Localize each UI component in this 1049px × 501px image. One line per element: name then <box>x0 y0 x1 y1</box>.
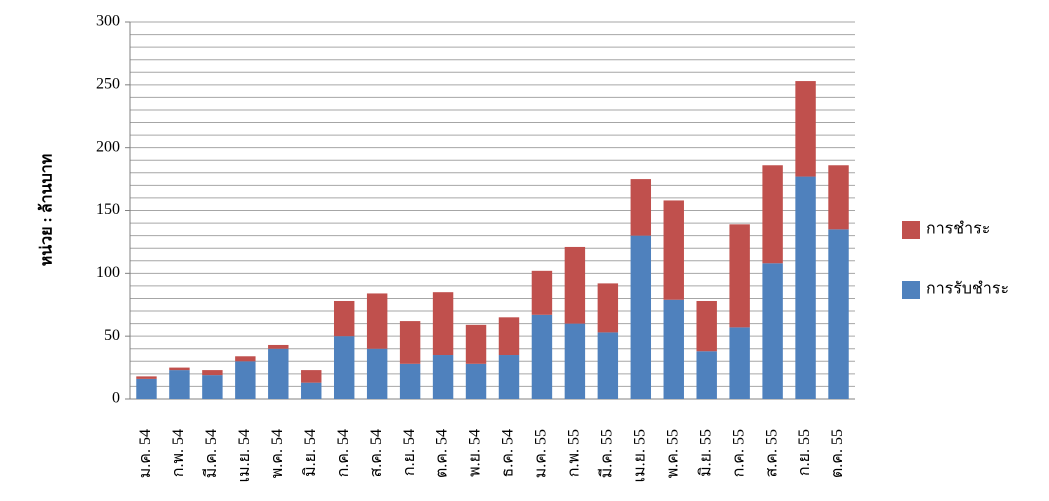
y-tick-label: 200 <box>96 138 120 155</box>
x-tick-label: มิ.ย. 55 <box>697 429 714 477</box>
x-tick-label: ม.ค. 54 <box>137 429 154 478</box>
bar-segment <box>663 299 684 399</box>
bar-segment <box>399 321 421 364</box>
bar-segment <box>301 382 322 399</box>
bar-segment <box>202 370 223 376</box>
x-tick-label: พ.ค. 54 <box>269 429 286 478</box>
bar-segment <box>630 235 652 399</box>
y-axis-label: หน่วย : ล้านบาท <box>38 154 56 267</box>
bar-segment <box>531 314 553 399</box>
y-tick-label: 150 <box>96 201 120 218</box>
y-tick-label: 50 <box>104 327 120 344</box>
bar-segment <box>663 200 684 300</box>
x-tick-label: ต.ค. 54 <box>434 429 451 478</box>
bar-segment <box>235 361 256 399</box>
y-tick-label: 300 <box>96 13 120 30</box>
x-tick-label: ก.ค. 55 <box>730 429 747 477</box>
x-tick-label: ส.ค. 55 <box>763 429 780 477</box>
bar-segment <box>564 246 586 324</box>
bar-segment <box>828 229 849 399</box>
x-tick-label: ก.พ. 55 <box>566 429 583 477</box>
x-tick-label: ก.ค. 54 <box>335 429 352 477</box>
bar-segment <box>366 348 388 399</box>
bar-segment <box>432 292 454 356</box>
bar-segment <box>729 327 750 399</box>
x-tick-label: ธ.ค. 54 <box>500 429 517 477</box>
bar-segment <box>399 363 421 399</box>
bar-segment <box>136 378 157 399</box>
legend-label: การชำระ <box>926 221 990 238</box>
bar-segment <box>762 263 783 399</box>
bar-segment <box>465 363 487 399</box>
bar-segment <box>498 317 520 356</box>
bar-segment <box>235 356 256 362</box>
bar-segment <box>465 324 487 364</box>
bar-segment <box>531 270 553 315</box>
legend-label: การรับชำระ <box>926 281 1009 298</box>
bar-segment <box>301 370 322 383</box>
x-tick-label: ส.ค. 54 <box>368 429 385 477</box>
bar-segment <box>828 165 849 230</box>
x-tick-label: ก.พ. 54 <box>170 429 187 477</box>
bar-segment <box>795 81 816 177</box>
x-tick-label: ม.ค. 55 <box>533 429 550 478</box>
bar-segment <box>696 351 717 399</box>
y-tick-label: 0 <box>112 390 120 407</box>
x-tick-label: เม.ย. 55 <box>631 429 648 482</box>
x-tick-label: ต.ค. 55 <box>829 429 846 478</box>
x-tick-label: พ.ค. 55 <box>664 429 681 478</box>
legend-swatch <box>902 221 920 239</box>
bar-segment <box>795 176 816 399</box>
legend-swatch <box>902 281 920 299</box>
bar-segment <box>268 348 289 399</box>
bar-segment <box>762 165 783 264</box>
bar-segment <box>333 300 355 337</box>
y-tick-label: 250 <box>96 76 120 93</box>
bar-segment <box>432 355 454 399</box>
bar-segment <box>169 370 190 399</box>
bar-segment <box>729 224 750 328</box>
bar-segment <box>696 300 717 352</box>
bar-segment <box>597 283 619 333</box>
x-tick-label: ก.ย. 54 <box>401 429 418 476</box>
bar-segment <box>597 332 619 399</box>
bar-segment <box>564 323 586 399</box>
bar-segment <box>333 336 355 399</box>
bar-segment <box>268 344 289 349</box>
bar-segment <box>630 179 652 236</box>
bar-segment <box>366 293 388 349</box>
x-tick-label: เม.ย. 54 <box>236 429 253 482</box>
bar-segment <box>202 375 223 399</box>
x-tick-label: พ.ย. 54 <box>467 429 484 477</box>
x-tick-label: ก.ย. 55 <box>796 429 813 476</box>
bar-segment <box>136 376 157 379</box>
y-tick-label: 100 <box>96 264 120 281</box>
x-tick-label: มี.ค. 54 <box>202 429 220 478</box>
bar-segment <box>498 355 520 399</box>
bar-segment <box>169 367 190 371</box>
x-tick-label: มิ.ย. 54 <box>302 429 319 477</box>
x-tick-label: มี.ค. 55 <box>598 429 616 478</box>
